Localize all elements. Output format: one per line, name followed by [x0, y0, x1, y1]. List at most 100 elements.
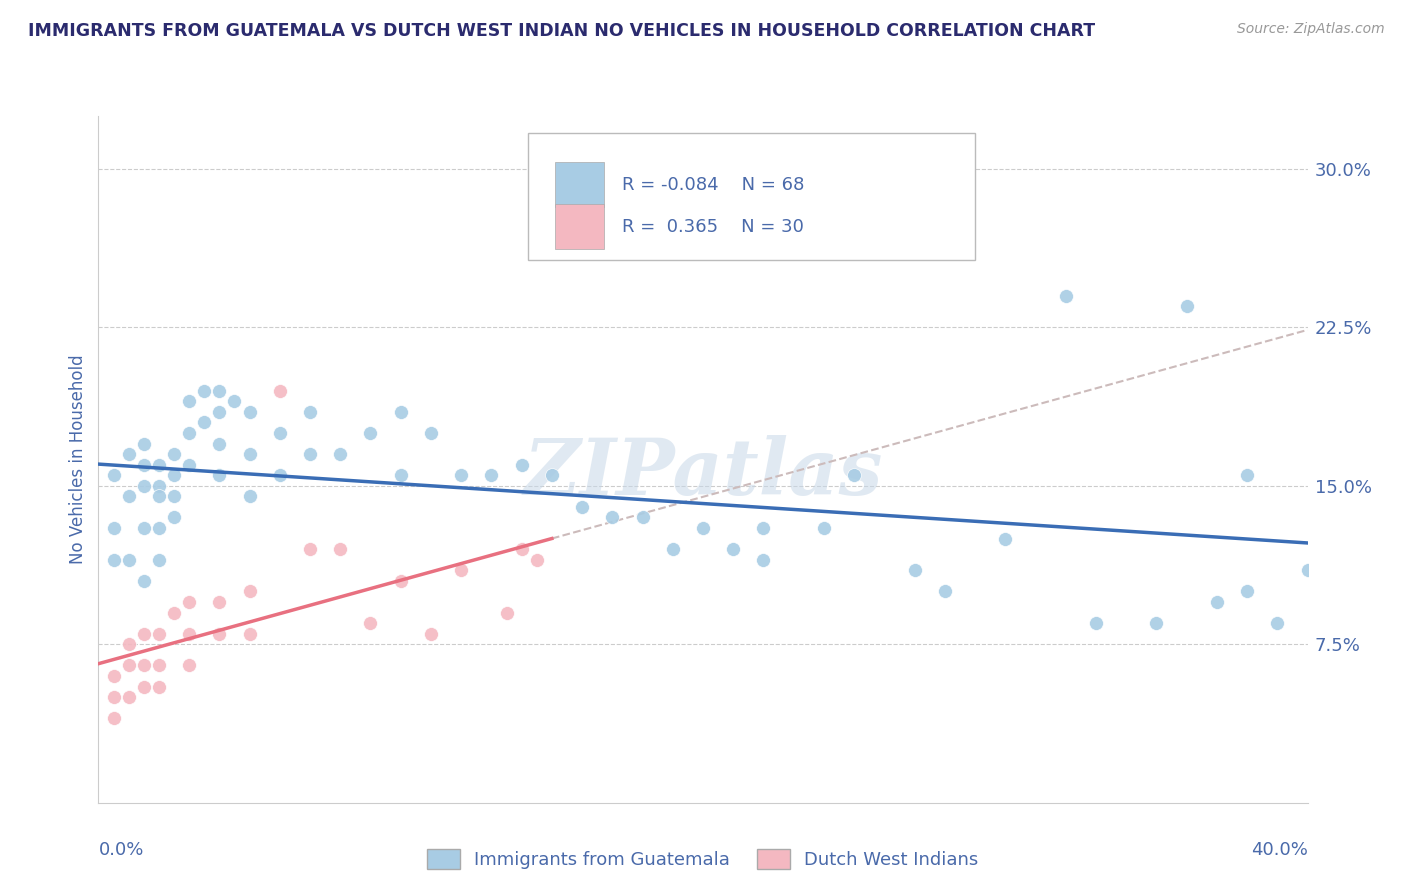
Point: [118, 447, 141, 461]
Point: [1054, 288, 1077, 302]
Point: [239, 489, 262, 503]
FancyBboxPatch shape: [555, 162, 603, 207]
Point: [118, 690, 141, 705]
Point: [177, 458, 201, 472]
Point: [177, 394, 201, 409]
Point: [163, 510, 186, 524]
Point: [721, 542, 744, 557]
Point: [239, 405, 262, 419]
Point: [103, 711, 125, 725]
Point: [118, 637, 141, 651]
Point: [495, 606, 517, 620]
Text: R = -0.084    N = 68: R = -0.084 N = 68: [621, 176, 804, 194]
Point: [103, 553, 125, 567]
Text: Source: ZipAtlas.com: Source: ZipAtlas.com: [1237, 22, 1385, 37]
Text: 0.0%: 0.0%: [98, 840, 143, 859]
FancyBboxPatch shape: [555, 204, 603, 249]
Point: [132, 574, 155, 588]
Point: [103, 521, 125, 535]
Point: [1236, 584, 1258, 599]
Point: [239, 584, 262, 599]
Point: [389, 468, 412, 483]
Point: [148, 521, 170, 535]
Point: [299, 542, 322, 557]
Point: [510, 458, 533, 472]
Point: [904, 563, 927, 577]
Point: [661, 542, 683, 557]
Point: [1175, 299, 1198, 313]
Point: [269, 425, 291, 440]
Point: [132, 479, 155, 493]
Point: [360, 616, 382, 631]
Point: [163, 489, 186, 503]
Point: [177, 658, 201, 673]
Point: [1085, 616, 1108, 631]
Point: [148, 489, 170, 503]
Point: [450, 563, 472, 577]
Point: [118, 489, 141, 503]
Point: [208, 436, 231, 450]
Point: [752, 553, 775, 567]
Point: [208, 595, 231, 609]
Point: [299, 405, 322, 419]
Point: [103, 468, 125, 483]
Point: [148, 680, 170, 694]
Legend: Immigrants from Guatemala, Dutch West Indians: Immigrants from Guatemala, Dutch West In…: [420, 842, 986, 876]
Point: [1265, 616, 1288, 631]
Point: [752, 521, 775, 535]
Point: [163, 606, 186, 620]
Point: [602, 510, 624, 524]
Point: [510, 542, 533, 557]
Point: [692, 521, 714, 535]
Point: [540, 468, 562, 483]
Point: [148, 458, 170, 472]
Point: [934, 584, 956, 599]
Point: [844, 468, 866, 483]
Point: [813, 521, 835, 535]
Point: [329, 542, 352, 557]
Point: [148, 479, 170, 493]
Point: [1296, 563, 1319, 577]
Point: [239, 626, 262, 640]
Point: [163, 468, 186, 483]
Point: [389, 405, 412, 419]
Point: [208, 626, 231, 640]
Point: [269, 468, 291, 483]
Point: [631, 510, 654, 524]
Point: [299, 447, 322, 461]
Point: [1206, 595, 1229, 609]
Point: [208, 405, 231, 419]
Point: [177, 595, 201, 609]
Text: ZIPatlas: ZIPatlas: [523, 435, 883, 511]
Point: [177, 425, 201, 440]
Point: [177, 626, 201, 640]
Point: [1144, 616, 1167, 631]
Point: [193, 416, 215, 430]
Point: [208, 468, 231, 483]
Point: [148, 626, 170, 640]
Point: [118, 658, 141, 673]
Point: [103, 669, 125, 683]
Point: [148, 658, 170, 673]
Point: [132, 521, 155, 535]
FancyBboxPatch shape: [527, 133, 976, 260]
Point: [148, 553, 170, 567]
Point: [208, 384, 231, 398]
Point: [1236, 468, 1258, 483]
Point: [224, 394, 246, 409]
Point: [132, 436, 155, 450]
Point: [329, 447, 352, 461]
Point: [132, 658, 155, 673]
Point: [132, 626, 155, 640]
Point: [419, 425, 441, 440]
Point: [481, 468, 503, 483]
Text: IMMIGRANTS FROM GUATEMALA VS DUTCH WEST INDIAN NO VEHICLES IN HOUSEHOLD CORRELAT: IMMIGRANTS FROM GUATEMALA VS DUTCH WEST …: [28, 22, 1095, 40]
Point: [132, 458, 155, 472]
Point: [239, 447, 262, 461]
Point: [419, 626, 441, 640]
Point: [103, 690, 125, 705]
Text: R =  0.365    N = 30: R = 0.365 N = 30: [621, 218, 804, 235]
Point: [163, 447, 186, 461]
Point: [450, 468, 472, 483]
Text: 40.0%: 40.0%: [1251, 840, 1308, 859]
